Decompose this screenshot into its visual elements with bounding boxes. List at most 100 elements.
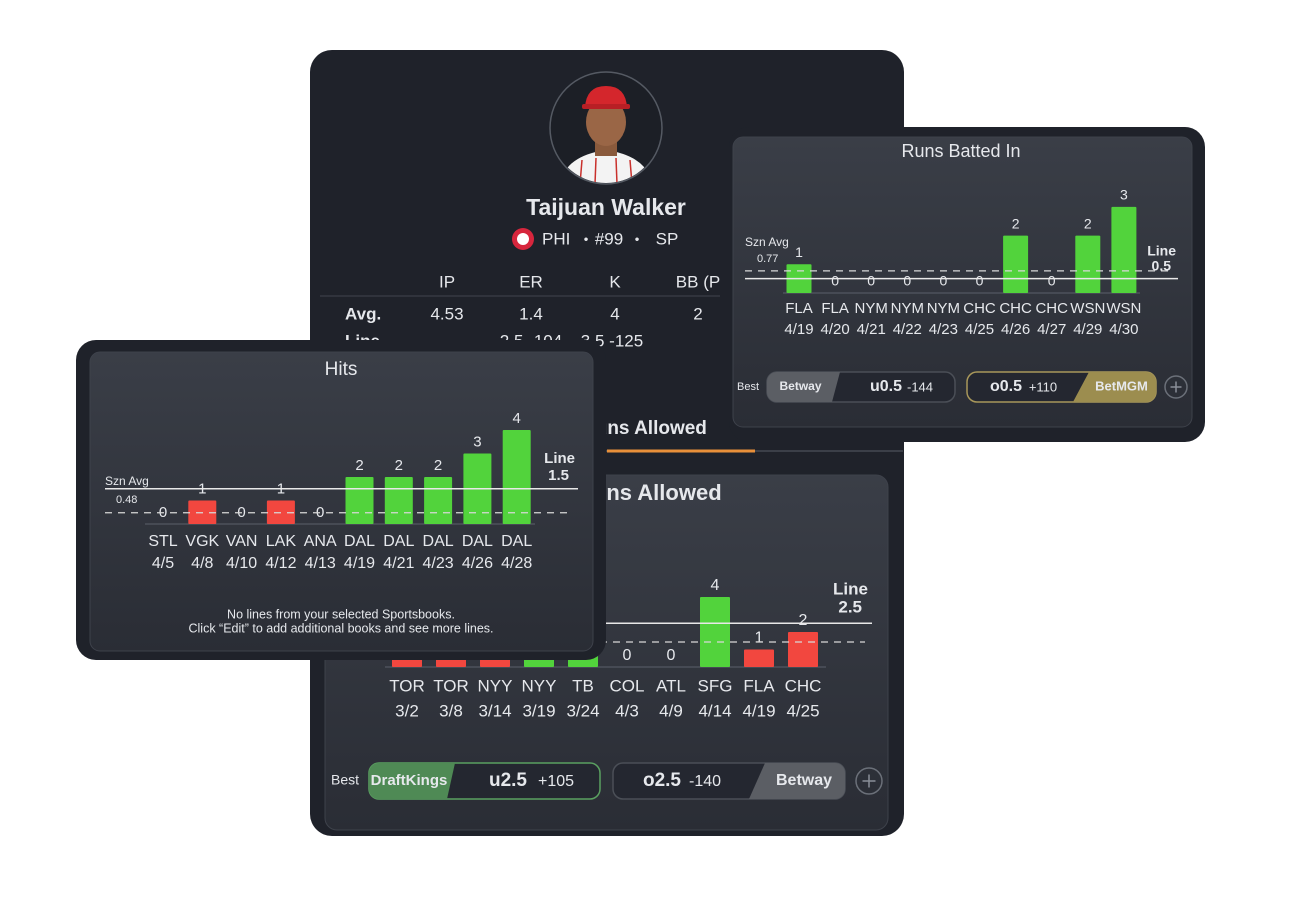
bar bbox=[700, 597, 730, 667]
date-label: 4/26 bbox=[1001, 321, 1030, 338]
date-label: 4/23 bbox=[423, 555, 454, 572]
position: SP bbox=[656, 229, 679, 248]
column-header: ER bbox=[519, 272, 543, 291]
avg-value: 0.48 bbox=[116, 494, 137, 506]
date-label: 3/19 bbox=[522, 701, 555, 720]
value-label: 0 bbox=[903, 273, 911, 289]
line-value: 0.5 bbox=[1152, 258, 1172, 274]
column-header: K bbox=[609, 272, 621, 291]
hits-card: Hits0STL4/51VGK4/80VAN4/101LAK4/120ANA4/… bbox=[76, 340, 606, 660]
category-label: CHC bbox=[963, 300, 996, 317]
category-label: STL bbox=[148, 533, 177, 550]
line-value: 1.5 bbox=[548, 467, 569, 484]
value-label: 2 bbox=[434, 457, 442, 474]
chart-title: Runs Batted In bbox=[901, 141, 1020, 161]
date-label: 4/19 bbox=[784, 321, 813, 338]
best-label: Best bbox=[331, 772, 359, 788]
bar bbox=[1075, 235, 1101, 293]
hits-chart: Hits0STL4/51VGK4/80VAN4/101LAK4/120ANA4/… bbox=[105, 359, 578, 635]
bet-line: o2.5 bbox=[643, 770, 681, 791]
add-button[interactable] bbox=[1164, 375, 1188, 399]
stat-value: 2 bbox=[693, 304, 702, 323]
category-label: DAL bbox=[501, 533, 532, 550]
date-label: 4/19 bbox=[344, 555, 375, 572]
value-label: 2 bbox=[395, 457, 403, 474]
date-label: 4/19 bbox=[742, 701, 775, 720]
date-label: 3/14 bbox=[478, 701, 511, 720]
category-label: CHC bbox=[1035, 300, 1068, 317]
date-label: 4/3 bbox=[615, 701, 639, 720]
add-ring bbox=[855, 767, 883, 795]
category-label: NYM bbox=[891, 300, 924, 317]
chart-title: Hits bbox=[325, 359, 358, 380]
line-value: 2.5 bbox=[838, 597, 862, 616]
category-label: TOR bbox=[433, 676, 469, 695]
chart-card bbox=[89, 351, 594, 652]
bet-pill[interactable]: Betway o2.5 -140 bbox=[612, 762, 846, 800]
date-label: 4/10 bbox=[226, 555, 257, 572]
value-label: 3 bbox=[473, 433, 481, 450]
row-label: Avg. bbox=[345, 304, 381, 323]
avatar bbox=[551, 73, 661, 183]
bar bbox=[1111, 206, 1137, 293]
category-label: VGK bbox=[185, 533, 219, 550]
book-chip bbox=[749, 763, 845, 799]
bet-line: o0.5 bbox=[990, 378, 1022, 395]
value-label: 0 bbox=[976, 273, 984, 289]
add-button[interactable] bbox=[855, 767, 883, 795]
category-label: TB bbox=[572, 676, 594, 695]
value-label: 2 bbox=[1084, 215, 1092, 231]
note: Click “Edit” to add additional books and… bbox=[188, 621, 493, 635]
date-label: 4/25 bbox=[786, 701, 819, 720]
tab[interactable]: Runs Allowed bbox=[582, 418, 707, 439]
avg-value: 0.77 bbox=[757, 253, 778, 265]
bet-pill[interactable]: BetMGM o0.5 +110 bbox=[966, 371, 1157, 403]
bet-pill[interactable]: DraftKings u2.5 +105 bbox=[368, 762, 601, 800]
bar bbox=[345, 477, 374, 524]
category-label: ANA bbox=[304, 533, 337, 550]
bet-odds: -140 bbox=[689, 773, 721, 790]
category-label: NYY bbox=[522, 676, 557, 695]
add-ring bbox=[1164, 375, 1188, 399]
value-label: 0 bbox=[1048, 273, 1056, 289]
bet-line: u0.5 bbox=[870, 378, 902, 395]
team: PHI bbox=[542, 229, 570, 248]
category-label: DAL bbox=[344, 533, 375, 550]
stat-value: 4.53 bbox=[430, 304, 463, 323]
category-label: DAL bbox=[462, 533, 493, 550]
note: No lines from your selected Sportsbooks. bbox=[227, 607, 455, 621]
category-label: CHC bbox=[999, 300, 1032, 317]
separator: • bbox=[584, 231, 589, 246]
value-label: 4 bbox=[513, 410, 521, 427]
bar bbox=[744, 649, 774, 667]
value-label: 2 bbox=[799, 612, 808, 629]
book-chip bbox=[767, 372, 840, 402]
avatar-ring bbox=[549, 71, 663, 185]
rbi-chart: Runs Batted In1FLA4/190FLA4/200NYM4/210N… bbox=[737, 141, 1188, 403]
bar bbox=[788, 632, 818, 667]
date-label: 4/21 bbox=[383, 555, 414, 572]
category-label: FLA bbox=[785, 300, 813, 317]
category-label: CHC bbox=[785, 676, 822, 695]
team-logo bbox=[512, 228, 534, 250]
category-label: FLA bbox=[743, 676, 775, 695]
book-chip bbox=[1073, 372, 1156, 402]
date-label: 4/23 bbox=[929, 321, 958, 338]
date-label: 4/27 bbox=[1037, 321, 1066, 338]
category-label: TOR bbox=[389, 676, 425, 695]
category-label: DAL bbox=[423, 533, 454, 550]
bar bbox=[424, 477, 453, 524]
bet-odds: +110 bbox=[1029, 379, 1057, 394]
value-label: 1 bbox=[755, 630, 764, 647]
bar bbox=[1003, 235, 1029, 293]
runs-allowed-chart: Runs Allowed1TOR3/21TOR3/81NYY3/143NYY3/… bbox=[331, 480, 883, 800]
category-label: COL bbox=[610, 676, 645, 695]
value-label: 2 bbox=[355, 457, 363, 474]
stat-value: 4 bbox=[610, 304, 619, 323]
book-name: DraftKings bbox=[371, 772, 448, 789]
date-label: 4/13 bbox=[305, 555, 336, 572]
date-label: 4/20 bbox=[820, 321, 849, 338]
column-header: IP bbox=[439, 272, 455, 291]
bet-pill[interactable]: Betway u0.5 -144 bbox=[766, 371, 956, 403]
